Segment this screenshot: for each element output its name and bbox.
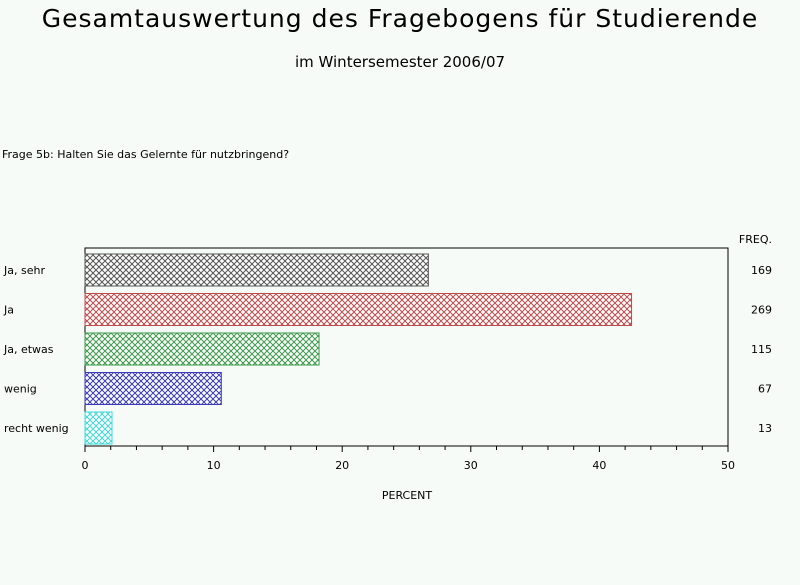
bar-2 [84,332,320,366]
x-axis-label: PERCENT [382,489,433,502]
page-subtitle: im Wintersemester 2006/07 [294,53,506,71]
x-tick-label: 40 [592,459,606,472]
category-label: wenig [4,383,37,396]
freq-value: 13 [758,422,772,435]
bar-0 [84,253,429,287]
freq-header: FREQ. [739,233,772,246]
bar-3 [84,372,222,405]
question-text: Frage 5b: Halten Sie das Gelernte für nu… [2,148,290,161]
x-tick-label: 10 [207,459,221,472]
x-tick-label: 0 [82,459,89,472]
bar-4 [84,411,113,445]
x-tick-label: 30 [464,459,478,472]
freq-value: 169 [751,264,772,277]
page-title: Gesamtauswertung des Fragebogens für Stu… [41,4,759,33]
bar-1 [84,293,633,326]
freq-value: 115 [751,343,772,356]
category-label: Ja, etwas [3,343,54,356]
category-label: recht wenig [4,422,69,435]
category-label: Ja [3,304,14,317]
freq-value: 67 [758,383,772,396]
category-label: Ja, sehr [3,264,45,277]
x-tick-label: 50 [721,459,735,472]
freq-value: 269 [751,304,772,317]
x-tick-label: 20 [335,459,349,472]
